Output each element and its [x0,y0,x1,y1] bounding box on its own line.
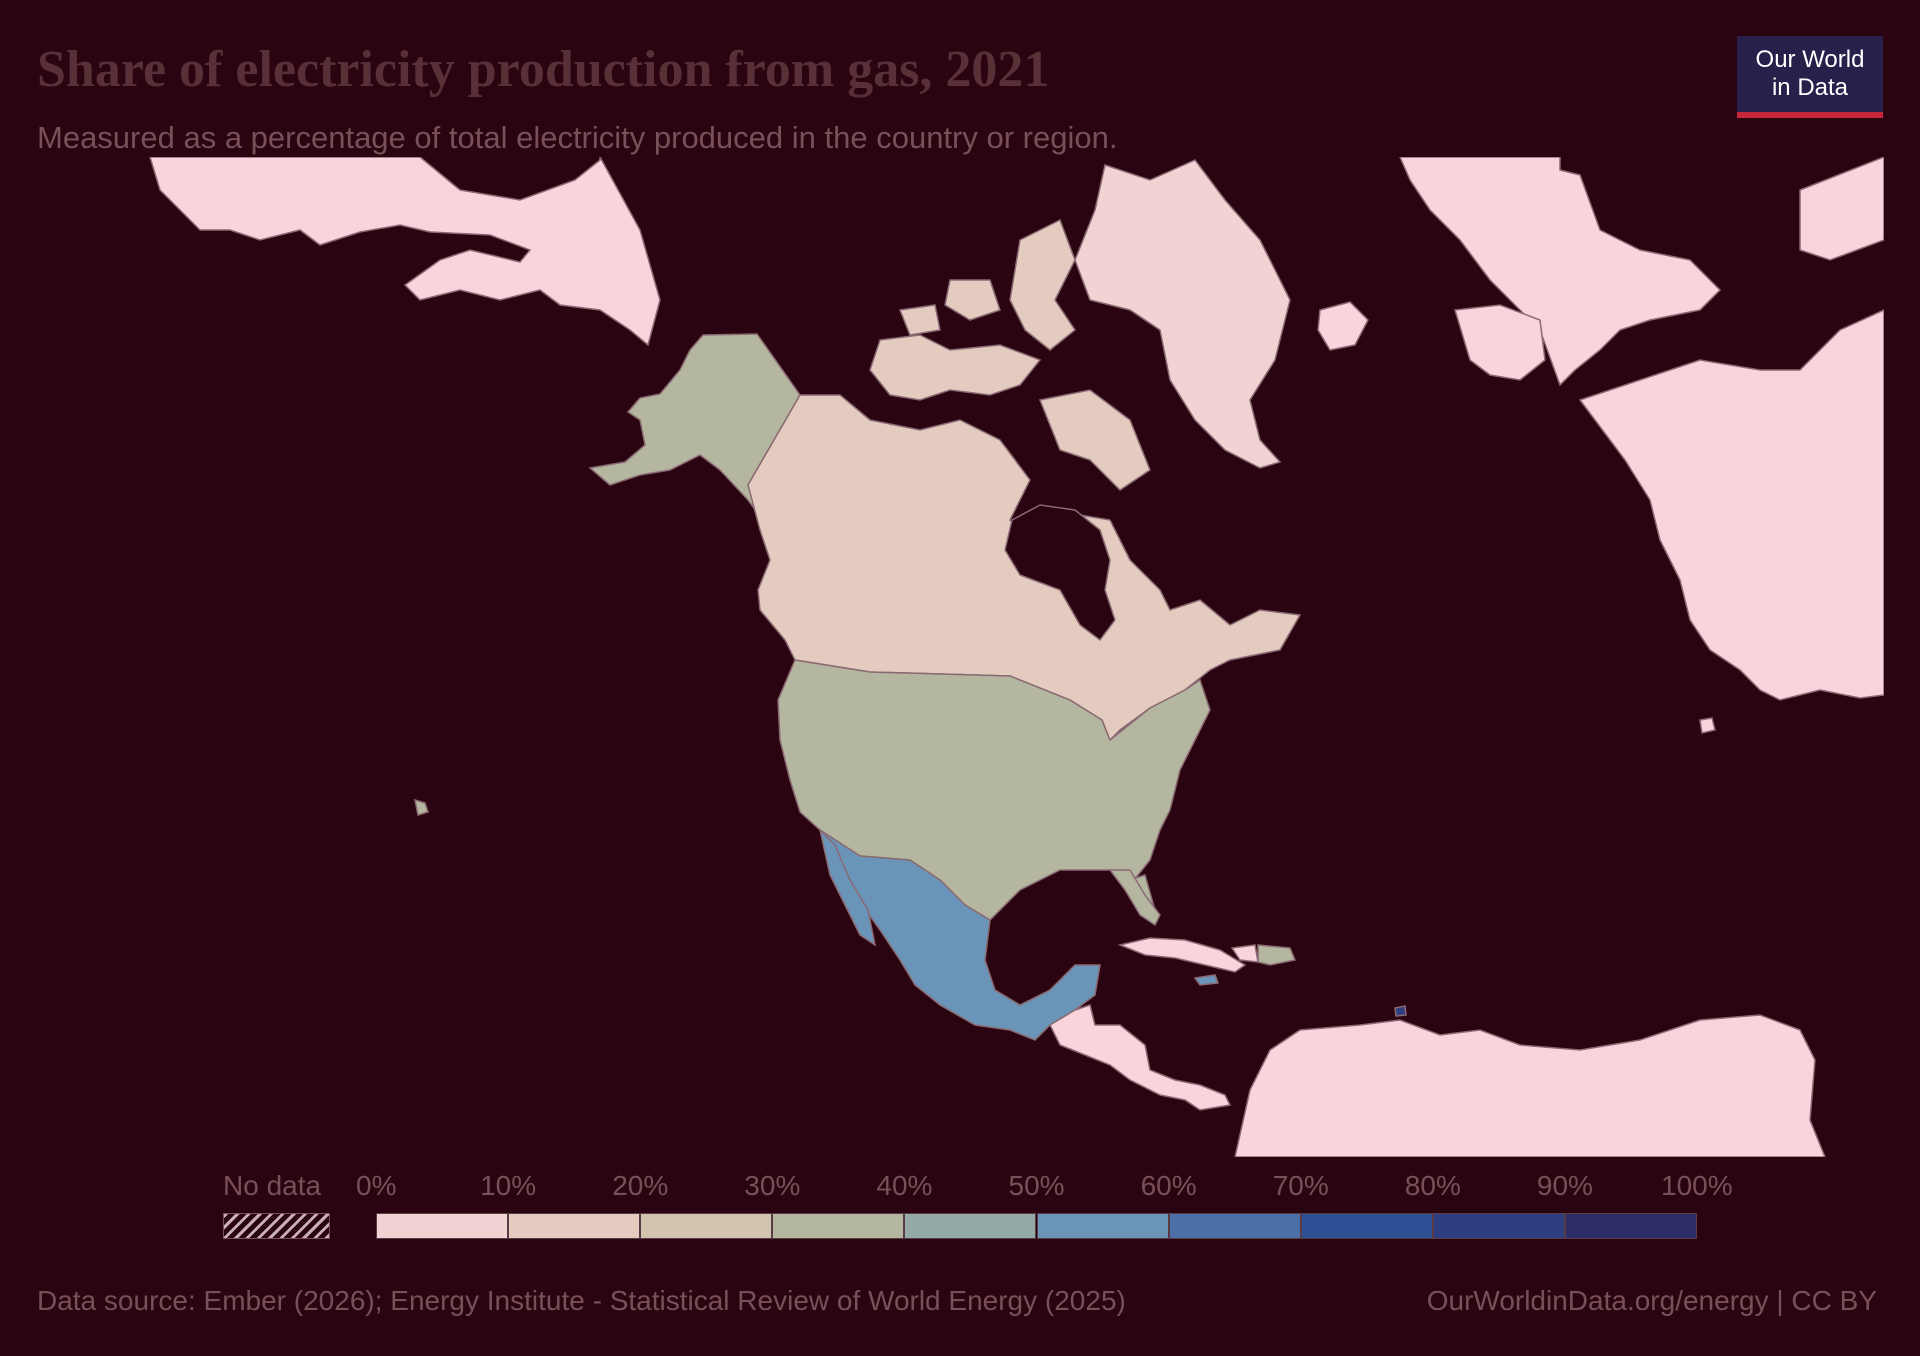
legend-bin[interactable] [376,1213,509,1239]
region-mexico[interactable] [818,828,1101,1041]
region-canada-arctic[interactable] [1009,218,1077,351]
central-america-region[interactable] [1049,1004,1232,1111]
legend-tick-label: 10% [480,1170,537,1201]
small-islands-region[interactable] [1699,717,1716,734]
region-greenland[interactable] [1074,159,1291,469]
legend-tick-label: 20% [612,1170,669,1201]
legend-bin[interactable] [640,1213,773,1239]
legend-bin[interactable] [508,1213,641,1239]
africa-region[interactable] [1578,309,1884,701]
legend-tick-label: 40% [876,1170,933,1201]
europe-region[interactable] [1399,157,1722,387]
credit-link[interactable]: OurWorldinData.org/energy | CC BY [1426,1285,1877,1316]
region-canada-arctic[interactable] [869,334,1042,401]
legend-bin[interactable] [1168,1213,1301,1239]
legend-tick-label: 60% [1140,1170,1197,1201]
hawaii-region[interactable] [414,798,429,816]
region-canada-arctic[interactable] [898,304,941,336]
legend-bin[interactable] [1300,1213,1433,1239]
region-mexico-baja[interactable] [818,827,877,947]
region-trinidad-and-tobago[interactable] [1394,1005,1407,1017]
iberia-region[interactable] [1454,304,1546,381]
legend-no-data-label: No data [223,1170,322,1201]
logo-line-2: in Data [1771,74,1849,101]
region-united-states-florida[interactable] [1108,869,1161,927]
chart-subtitle: Measured as a percentage of total electr… [37,120,1118,155]
region-dominican-republic[interactable] [1257,944,1297,966]
owid-logo[interactable]: Our World in Data [1737,36,1883,118]
hudson-bay [1004,504,1116,642]
region-jamaica[interactable] [1193,974,1220,986]
cuba-region[interactable] [1117,937,1247,973]
legend-tick-label: 80% [1404,1170,1461,1201]
logo-line-1: Our World [1755,46,1865,73]
data-source: Data source: Ember (2026); Energy Instit… [37,1285,1126,1316]
legend-bin[interactable] [1036,1213,1169,1239]
legend-bin[interactable] [904,1213,1037,1239]
russia-region[interactable] [149,157,661,347]
legend-bin[interactable] [772,1213,905,1239]
legend-no-data-swatch[interactable] [223,1213,330,1239]
africa-region[interactable] [1799,157,1884,261]
iceland-region[interactable] [1317,301,1369,351]
legend-tick-label: 100% [1661,1170,1733,1201]
legend-bin[interactable] [1564,1213,1697,1239]
legend-tick-label: 50% [1008,1170,1065,1201]
legend-tick-label: 30% [744,1170,801,1201]
legend-tick-label: 70% [1272,1170,1329,1201]
region-canada-arctic[interactable] [944,279,1001,321]
region-canada-arctic[interactable] [1038,389,1151,491]
legend-tick-label: 90% [1536,1170,1593,1201]
south-america-region[interactable] [1234,1014,1826,1157]
chart-title: Share of electricity production from gas… [37,41,1050,98]
legend-tick-label: 0% [356,1170,397,1201]
legend-bin[interactable] [1432,1213,1565,1239]
